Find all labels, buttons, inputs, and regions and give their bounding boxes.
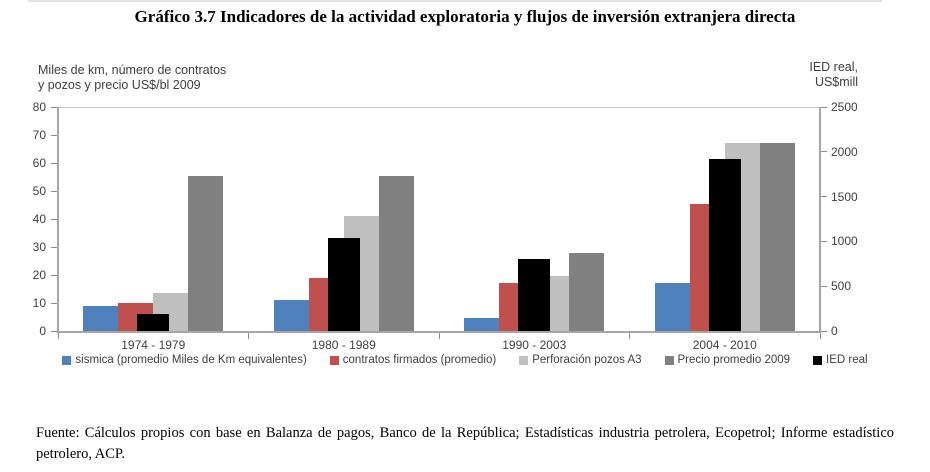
- x-axis-tick: [438, 333, 440, 339]
- chart-legend: sismica (promedio Miles de Km equivalent…: [0, 354, 930, 366]
- chart-title: Gráfico 3.7 Indicadores de la actividad …: [134, 7, 796, 26]
- left-axis-tick: [51, 274, 57, 276]
- bar-series3-cat1: [378, 175, 414, 331]
- right-axis-tick-label: 1500: [831, 189, 858, 204]
- left-axis-tick-label: 70: [32, 128, 46, 142]
- legend-label: IED real: [826, 354, 868, 366]
- legend-label: Perforación pozos A3: [532, 354, 642, 366]
- legend-item-0: sismica (promedio Miles de Km equivalent…: [62, 354, 307, 366]
- x-axis-tick: [248, 333, 249, 339]
- x-axis-tick: [57, 333, 59, 339]
- x-axis-tick: [819, 333, 821, 339]
- left-axis-tick: [51, 302, 57, 304]
- legend-item-2: Perforación pozos A3: [519, 354, 642, 366]
- left-axis-tick-label: 80: [32, 100, 46, 114]
- left-axis-tick-label: 40: [32, 212, 46, 226]
- bar-series4-cat3: [708, 159, 741, 331]
- x-axis-line: [57, 331, 821, 333]
- category-label: 1974 - 1979: [121, 338, 186, 352]
- left-axis-tick-label: 60: [32, 156, 46, 170]
- legend-marker-icon: [62, 355, 72, 365]
- left-axis-tick-label: 10: [32, 296, 46, 310]
- plot-area: 0 10 20 30 40 50 60 70 80 0 500 1000 1500 2000 2500 197…: [33, 100, 858, 352]
- left-axis-tick-label: 50: [32, 184, 46, 198]
- right-axis-tick: [821, 285, 827, 287]
- bar-series4-cat2: [518, 258, 551, 331]
- right-axis-tick-label: 2000: [831, 144, 858, 159]
- left-axis-tick: [51, 190, 57, 192]
- right-axis-tick: [821, 106, 827, 108]
- right-axis-title: IED real, US$mill: [770, 60, 858, 90]
- bar-series0-cat2: [464, 318, 500, 331]
- legend-label: contratos firmados (promedio): [342, 354, 497, 366]
- bar-series0-cat0: [83, 305, 119, 331]
- legend-marker-icon: [813, 355, 823, 365]
- page-top-edge: [28, 0, 882, 2]
- right-axis-tick-label: 0: [831, 324, 838, 338]
- left-axis-title: Miles de km, número de contratos y pozos…: [38, 63, 226, 93]
- left-axis-tick: [51, 162, 57, 164]
- legend-label: Precio promedio 2009: [677, 354, 791, 366]
- bar-series4-cat0: [137, 314, 170, 331]
- right-axis-tick-label: 500: [831, 279, 852, 294]
- left-axis-title-line2: y pozos y precio US$/bl 2009: [38, 78, 201, 92]
- left-axis-tick-label: 30: [32, 240, 46, 254]
- legend-item-4: IED real: [813, 354, 868, 366]
- legend-marker-icon: [519, 355, 529, 365]
- right-axis-title-line2: US$mill: [814, 75, 858, 89]
- right-axis-tick: [821, 330, 827, 332]
- left-axis-tick-label: 20: [32, 268, 46, 282]
- legend-marker-icon: [664, 355, 674, 365]
- left-axis-line: [57, 107, 59, 333]
- right-axis-title-line1: IED real,: [809, 60, 858, 74]
- category-label: 1990 - 2003: [502, 338, 567, 352]
- legend-item-3: Precio promedio 2009: [664, 354, 791, 366]
- legend-item-1: contratos firmados (promedio): [329, 354, 497, 366]
- bar-series3-cat2: [569, 252, 605, 331]
- left-axis-tick: [51, 134, 57, 136]
- category-label: 1980 - 1989: [311, 338, 376, 352]
- plot-top-border: [58, 107, 820, 108]
- bar-series0-cat3: [654, 283, 690, 331]
- right-axis-line: [819, 107, 821, 333]
- right-axis-tick-label: 1000: [831, 234, 858, 249]
- legend-marker-icon: [329, 355, 339, 365]
- left-axis-title-line1: Miles de km, número de contratos: [38, 63, 227, 77]
- x-axis-tick: [629, 333, 630, 339]
- category-label: 2004 - 2010: [692, 338, 757, 352]
- right-axis-tick: [821, 240, 827, 242]
- right-axis-tick: [821, 196, 827, 198]
- bar-series0-cat1: [273, 300, 309, 331]
- left-axis-tick: [51, 330, 57, 332]
- right-axis-tick: [821, 151, 827, 153]
- right-axis-tick-label: 2500: [831, 100, 858, 114]
- legend-label: sismica (promedio Miles de Km equivalent…: [75, 354, 307, 366]
- left-axis-tick: [51, 218, 57, 220]
- bar-series3-cat0: [188, 175, 224, 331]
- left-axis-tick: [51, 246, 57, 248]
- bar-series4-cat1: [327, 237, 360, 331]
- bar-series3-cat3: [759, 143, 795, 331]
- left-axis-tick-label: 0: [39, 324, 46, 338]
- source-note: Fuente: Cálculos propios con base en Bal…: [36, 425, 894, 462]
- left-axis-tick: [51, 106, 57, 108]
